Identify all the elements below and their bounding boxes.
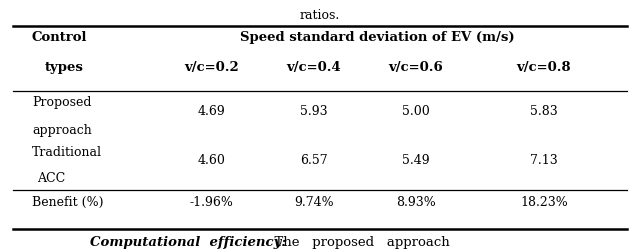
- Text: 8.93%: 8.93%: [396, 196, 436, 209]
- Text: 5.00: 5.00: [402, 105, 430, 118]
- Text: approach: approach: [32, 124, 92, 137]
- Text: v/c=0.2: v/c=0.2: [184, 61, 239, 74]
- Text: Computational  efficiency:: Computational efficiency:: [90, 236, 286, 249]
- Text: v/c=0.8: v/c=0.8: [516, 61, 572, 74]
- Text: v/c=0.6: v/c=0.6: [388, 61, 444, 74]
- Text: types: types: [45, 61, 83, 74]
- Text: Control: Control: [32, 31, 88, 44]
- Text: 18.23%: 18.23%: [520, 196, 568, 209]
- Text: 7.13: 7.13: [530, 154, 558, 166]
- Text: Benefit (%): Benefit (%): [32, 196, 104, 209]
- Text: 4.69: 4.69: [197, 105, 225, 118]
- Text: 4.60: 4.60: [197, 154, 225, 166]
- Text: v/c=0.4: v/c=0.4: [286, 61, 341, 74]
- Text: The   proposed   approach: The proposed approach: [266, 236, 449, 249]
- Text: Traditional: Traditional: [32, 146, 102, 159]
- Text: ACC: ACC: [37, 172, 65, 186]
- Text: 5.83: 5.83: [530, 105, 558, 118]
- Text: Proposed: Proposed: [32, 96, 92, 109]
- Text: -1.96%: -1.96%: [189, 196, 233, 209]
- Text: 6.57: 6.57: [300, 154, 328, 166]
- Text: Speed standard deviation of EV (m/s): Speed standard deviation of EV (m/s): [240, 31, 515, 44]
- Text: 5.49: 5.49: [402, 154, 430, 166]
- Text: ratios.: ratios.: [300, 9, 340, 22]
- Text: 9.74%: 9.74%: [294, 196, 333, 209]
- Text: 5.93: 5.93: [300, 105, 328, 118]
